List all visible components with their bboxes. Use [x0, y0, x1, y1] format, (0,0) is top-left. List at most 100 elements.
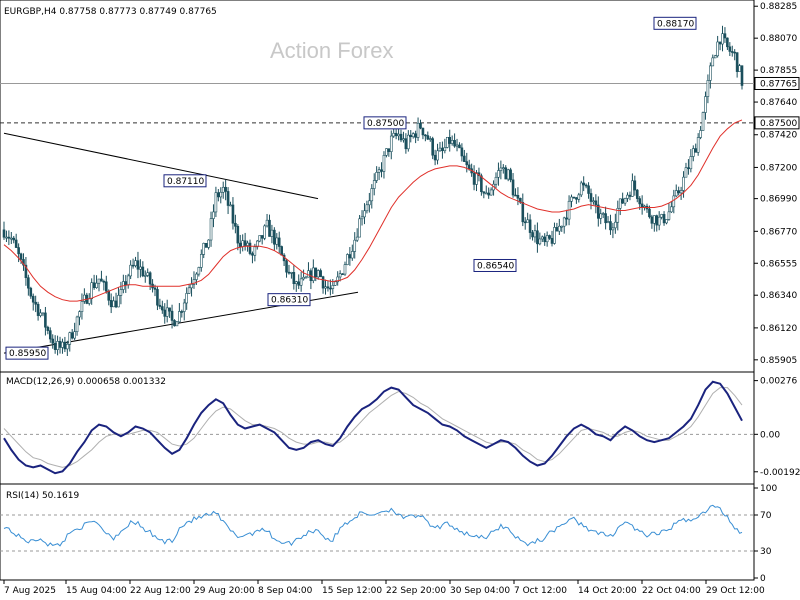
- candle-body: [56, 341, 59, 350]
- candlestick-series: [2, 25, 744, 357]
- price-annotation-box: [473, 258, 517, 272]
- rsi-line: [3, 504, 743, 547]
- candle-body: [251, 253, 254, 256]
- candle-body: [499, 167, 503, 171]
- candle-body: [24, 264, 28, 279]
- candle-body: [631, 180, 634, 197]
- candle-body: [78, 311, 81, 318]
- candle-body: [229, 204, 232, 207]
- price-tick-label: 0.85905: [760, 356, 797, 366]
- candle-body: [389, 135, 393, 152]
- candle-body: [489, 189, 493, 196]
- candle-body: [536, 230, 539, 245]
- current-price-box: [754, 76, 800, 90]
- candle-body: [175, 321, 179, 327]
- price-tick-label: 0.87420: [760, 131, 797, 141]
- candle-body: [46, 326, 50, 331]
- candle-body: [679, 190, 683, 194]
- candle-body: [575, 197, 578, 200]
- rsi-layer: 100 70 30 0: [0, 484, 777, 584]
- candle-body: [621, 198, 624, 204]
- candle-body: [226, 191, 230, 206]
- macd-tick-label: 0.00276: [760, 377, 797, 387]
- candle-body: [443, 147, 447, 152]
- candle-body: [691, 148, 695, 157]
- candle-body: [326, 286, 330, 289]
- candle-body: [190, 284, 193, 289]
- candle-body: [187, 287, 191, 294]
- candle-body: [667, 211, 671, 220]
- candle-body: [61, 341, 64, 348]
- candle-body: [521, 201, 525, 223]
- candle-body: [178, 311, 181, 323]
- time-tick-label: 29 Aug 20:00: [194, 586, 255, 596]
- candle-body: [70, 332, 74, 339]
- candle-body: [553, 227, 556, 244]
- candle-body: [458, 144, 461, 149]
- candle-body: [407, 134, 410, 150]
- rsi-panel-frame: [0, 483, 755, 581]
- candle-body: [209, 218, 213, 241]
- candle-body: [265, 219, 269, 227]
- candle-body: [441, 147, 444, 152]
- candle-body: [104, 281, 108, 292]
- candle-body: [599, 213, 603, 219]
- candle-body: [7, 236, 11, 239]
- candle-body: [163, 309, 167, 317]
- candle-body: [506, 169, 510, 180]
- macd-layer: 0.00276 0.00 -0.001925: [0, 377, 800, 478]
- candle-body: [202, 242, 206, 255]
- price-annotation-label: 0.87500: [367, 119, 404, 129]
- time-tick-label: 29 Oct 12:00: [706, 586, 765, 596]
- price-annotation-box: [363, 116, 407, 130]
- candle-body: [740, 65, 744, 86]
- candle-body: [2, 229, 6, 238]
- candle-body: [735, 52, 739, 72]
- candle-body: [197, 267, 201, 275]
- candle-body: [618, 198, 622, 209]
- candle-body: [453, 140, 456, 147]
- candle-body: [558, 225, 561, 232]
- candle-body: [324, 286, 327, 289]
- candle-body: [275, 237, 279, 245]
- candle-body: [280, 246, 283, 256]
- candle-body: [509, 169, 512, 181]
- candle-body: [192, 279, 196, 285]
- candle-body: [131, 264, 135, 267]
- candle-body: [382, 155, 386, 172]
- candle-body: [51, 338, 55, 344]
- candle-body: [156, 289, 159, 306]
- moving-average-line: [3, 119, 743, 302]
- price-tick-label: 0.87855: [760, 66, 797, 76]
- candle-body: [592, 200, 595, 203]
- candle-body: [682, 176, 685, 191]
- candle-body: [217, 192, 220, 198]
- candle-body: [19, 253, 23, 260]
- candle-body: [268, 219, 271, 237]
- candle-body: [114, 300, 118, 308]
- candle-body: [348, 254, 352, 259]
- candle-body: [684, 167, 688, 178]
- candle-body: [134, 260, 137, 266]
- candle-body: [604, 213, 607, 224]
- candle-body: [616, 208, 620, 223]
- candle-body: [540, 236, 544, 240]
- candle-body: [139, 266, 142, 270]
- candle-body: [236, 225, 240, 244]
- candle-body: [419, 122, 422, 129]
- watermark: Action Forex: [270, 38, 394, 63]
- time-tick-label: 7 Oct 12:00: [514, 586, 567, 596]
- candle-body: [246, 242, 249, 246]
- candle-body: [182, 302, 186, 312]
- price-annotation-label: 0.88170: [657, 19, 694, 29]
- candle-body: [480, 175, 483, 193]
- candle-body: [711, 57, 715, 67]
- candle-body: [428, 138, 432, 140]
- candle-body: [533, 230, 537, 238]
- candle-body: [319, 270, 322, 277]
- macd-signal-line: [3, 387, 743, 468]
- candle-body: [579, 182, 583, 196]
- candle-body: [538, 238, 542, 245]
- candle-body: [343, 264, 347, 275]
